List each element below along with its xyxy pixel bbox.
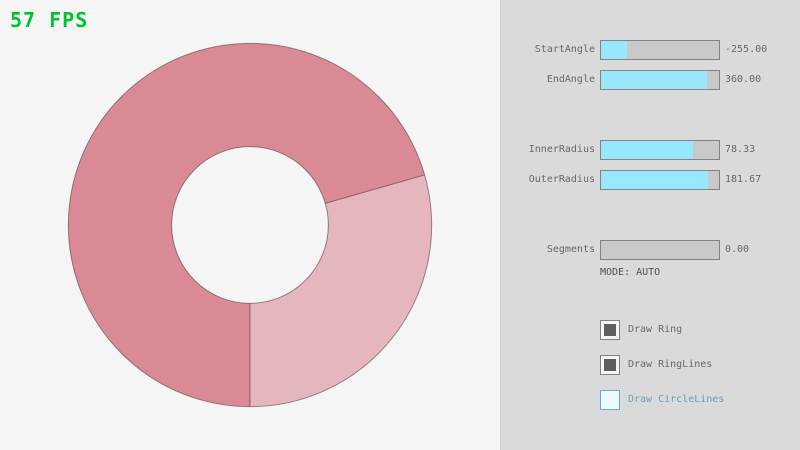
slider-innerradius-fill [601,141,694,159]
slider-startangle-bar[interactable] [600,40,720,60]
slider-startangle-label: StartAngle [534,44,595,55]
ring-single-covered-region [250,174,432,407]
slider-startangle-fill [601,41,627,59]
checkbox-draw-circlelines-label: Draw CircleLines [628,394,725,405]
checkbox-draw-circlelines[interactable] [600,390,620,410]
slider-row-startangle: StartAngle -255.00 [501,40,800,60]
render-canvas: 57 FPS [10,8,433,408]
slider-endangle-bar[interactable] [600,70,720,90]
checkbox-draw-ringlines-label: Draw RingLines [628,359,713,370]
ring-radial-line-start [325,174,425,204]
slider-outerradius-value: 181.67 [725,174,762,185]
checkbox-row-draw-ring: Draw Ring [501,320,800,340]
slider-endangle-value: 360.00 [725,74,762,85]
slider-innerradius-bar[interactable] [600,140,720,160]
slider-segments-value: 0.00 [725,244,750,255]
checkbox-row-draw-circlelines: Draw CircleLines [501,390,800,410]
slider-outerradius-bar[interactable] [600,170,720,190]
control-panel: StartAngle -255.00 EndAngle 360.00 Inner… [500,0,800,450]
slider-endangle-fill [601,71,708,89]
slider-outerradius-fill [601,171,709,189]
mode-indicator: MODE: AUTO [600,267,661,278]
slider-row-endangle: EndAngle 360.00 [501,70,800,90]
slider-startangle-value: -255.00 [725,44,768,55]
checkbox-row-draw-ringlines: Draw RingLines [501,355,800,375]
slider-innerradius-value: 78.33 [725,144,756,155]
fps-counter: 57 FPS [10,8,89,32]
slider-row-segments: Segments 0.00 [501,240,800,260]
slider-row-innerradius: InnerRadius 78.33 [501,140,800,160]
slider-innerradius-label: InnerRadius [528,144,595,155]
ring-inner-outline [171,146,329,304]
slider-segments-label: Segments [546,244,595,255]
checkmark [604,359,616,371]
checkbox-draw-ring-label: Draw Ring [628,324,683,335]
checkbox-draw-ring[interactable] [600,320,620,340]
slider-row-outerradius: OuterRadius 181.67 [501,170,800,190]
ring-graphic [67,42,433,408]
slider-outerradius-label: OuterRadius [528,174,595,185]
checkbox-draw-ringlines[interactable] [600,355,620,375]
slider-endangle-label: EndAngle [546,74,595,85]
ring-outline-lines [67,42,433,408]
slider-segments-bar[interactable] [600,240,720,260]
ring-outer-outline [67,42,433,408]
checkmark [604,324,616,336]
